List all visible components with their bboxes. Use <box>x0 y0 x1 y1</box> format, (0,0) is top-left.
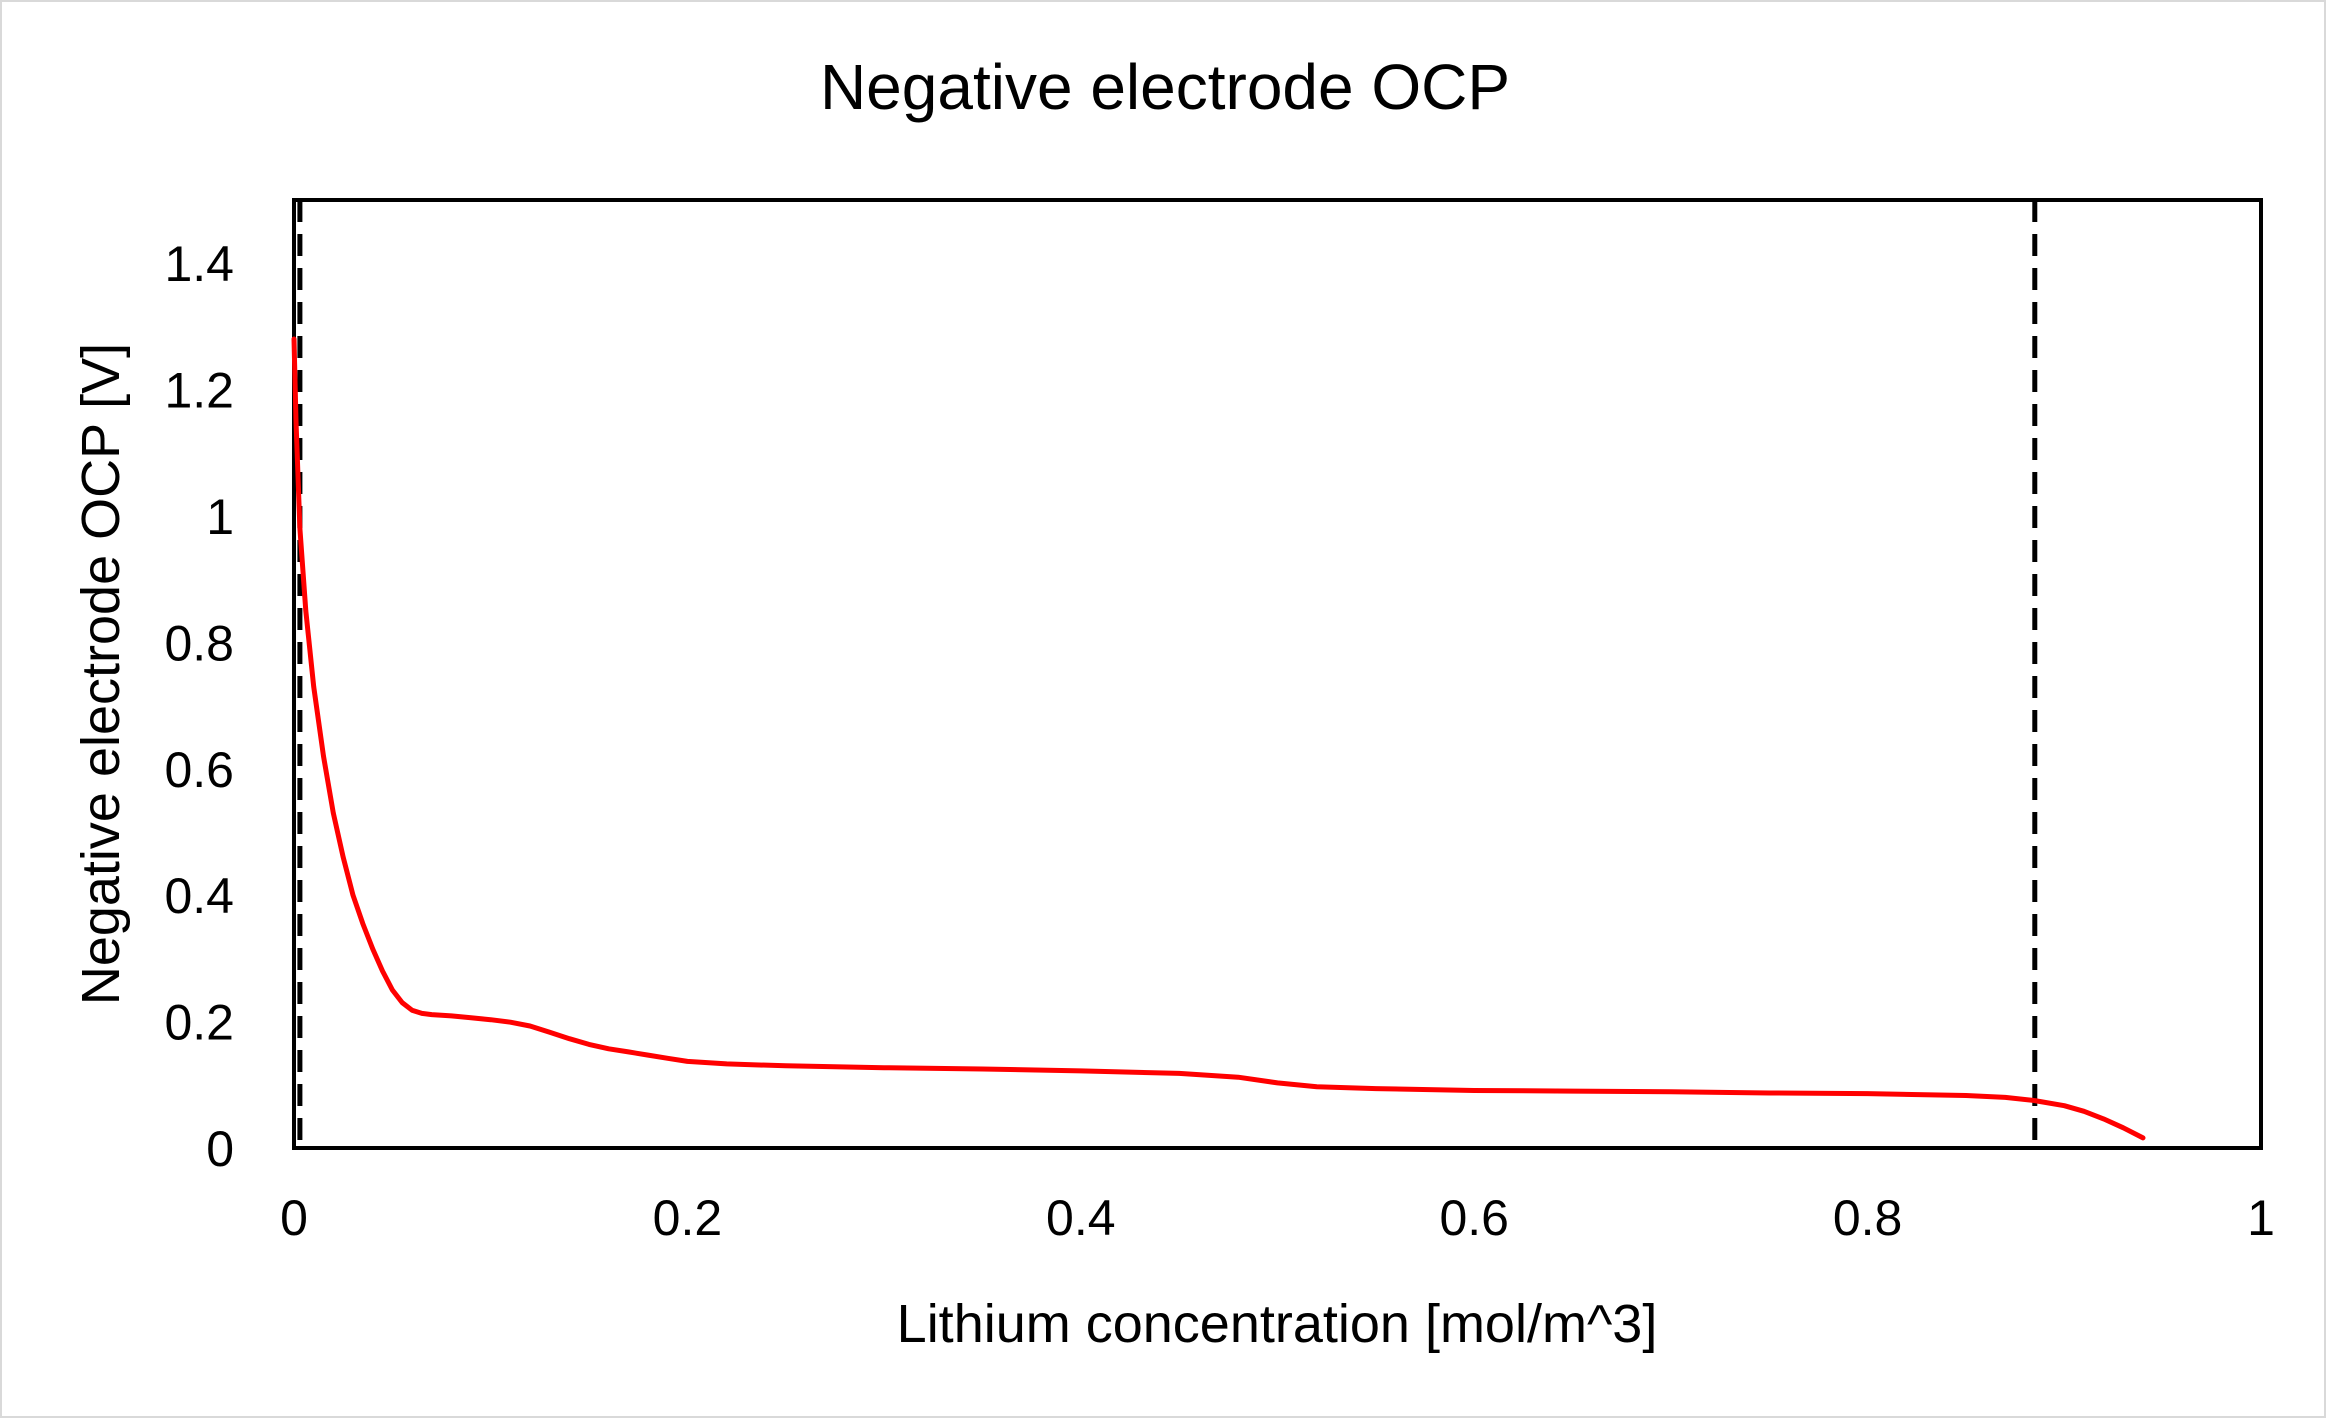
y-axis-label: Negative electrode OCP [V] <box>71 343 131 1005</box>
vertical-reference-lines <box>297 200 2038 1148</box>
x-tick-label: 0.4 <box>1046 1190 1116 1246</box>
ocp-series-line <box>291 336 2146 1141</box>
x-tick-label: 0.6 <box>1439 1190 1509 1246</box>
y-tick-label: 1.2 <box>164 363 234 419</box>
y-tick-label: 0.6 <box>164 742 234 798</box>
y-tick-label: 0.4 <box>164 868 234 924</box>
x-axis-label: Lithium concentration [mol/m^3] <box>897 1294 1658 1354</box>
y-tick-label: 1.4 <box>164 236 234 292</box>
chart-title: Negative electrode OCP <box>820 51 1510 123</box>
y-tick-label: 0.2 <box>164 995 234 1051</box>
y-tick-labels: 0 0.2 0.4 0.6 0.8 1 1.2 1.4 <box>164 236 234 1177</box>
x-tick-label: 0.8 <box>1833 1190 1903 1246</box>
x-tick-labels: 0 0.2 0.4 0.6 0.8 1 <box>280 1190 2275 1246</box>
x-tick-label: 1 <box>2247 1190 2275 1246</box>
series-group <box>291 336 2146 1141</box>
x-tick-label: 0.2 <box>653 1190 723 1246</box>
y-tick-label: 0 <box>206 1121 234 1177</box>
x-tick-label: 0 <box>280 1190 308 1246</box>
plot-frame <box>292 198 2263 1150</box>
y-tick-label: 1 <box>206 489 234 545</box>
y-tick-label: 0.8 <box>164 615 234 671</box>
